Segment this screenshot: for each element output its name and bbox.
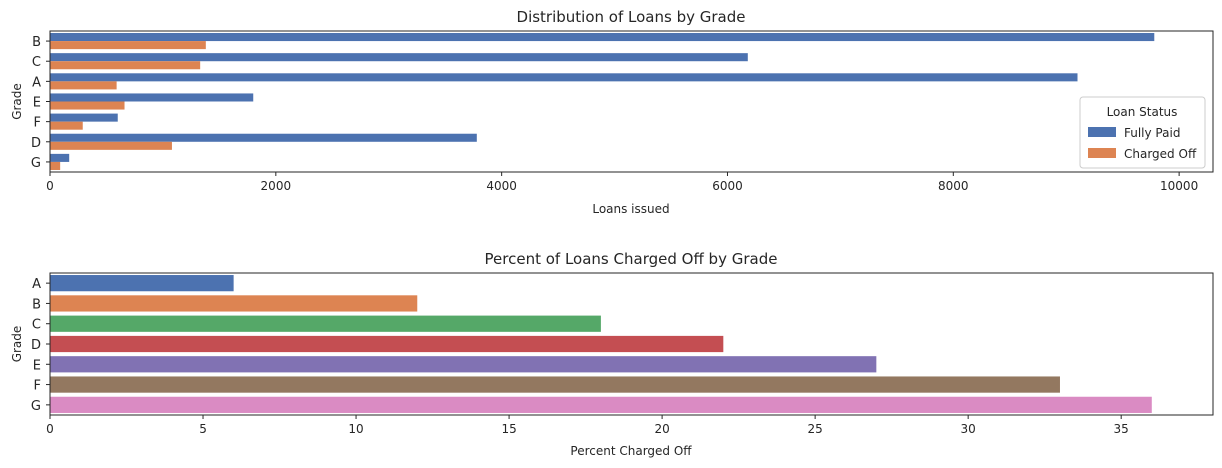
legend: Loan Status Fully Paid Charged Off bbox=[1079, 96, 1206, 169]
x-axis-label: Loans issued bbox=[592, 202, 669, 216]
y-tick-label: D bbox=[31, 338, 41, 353]
y-tick-label: G bbox=[31, 156, 41, 171]
bar-grade-a bbox=[50, 275, 234, 292]
x-tick-label: 15 bbox=[501, 422, 516, 436]
x-tick-label: 10 bbox=[348, 422, 363, 436]
bar-grade-c bbox=[50, 315, 601, 332]
legend-label-fully-paid: Fully Paid bbox=[1124, 126, 1180, 140]
x-tick-label: 0 bbox=[46, 179, 54, 193]
y-tick-label: C bbox=[32, 55, 41, 70]
x-axis-label: Percent Charged Off bbox=[570, 444, 692, 458]
x-tick-label: 4000 bbox=[486, 179, 517, 193]
x-tick-label: 30 bbox=[961, 422, 976, 436]
chart-title: Distribution of Loans by Grade bbox=[517, 8, 746, 26]
bar-grade-g bbox=[50, 396, 1152, 413]
plot-frame bbox=[49, 30, 1214, 173]
bar-fully-paid-f bbox=[50, 113, 118, 122]
y-tick-label: E bbox=[33, 358, 41, 373]
bar-grade-b bbox=[50, 295, 418, 312]
percent-charged-off-chart: Percent of Loans Charged Off by Grade AB… bbox=[10, 250, 1214, 458]
legend-swatch-fully-paid bbox=[1088, 127, 1116, 137]
bar-fully-paid-e bbox=[50, 93, 254, 102]
x-tick-label: 20 bbox=[654, 422, 669, 436]
y-tick-label: B bbox=[32, 297, 41, 312]
y-tick-label: C bbox=[32, 318, 41, 333]
bar-grade-f bbox=[50, 376, 1060, 393]
x-tick-label: 2000 bbox=[261, 179, 292, 193]
bar-fully-paid-g bbox=[50, 153, 70, 162]
bar-grade-d bbox=[50, 335, 724, 353]
x-tick-label: 0 bbox=[46, 422, 54, 436]
bar-fully-paid-d bbox=[50, 133, 477, 142]
chart-title: Percent of Loans Charged Off by Grade bbox=[485, 250, 778, 268]
bar-charged-off-g bbox=[50, 161, 61, 170]
bar-grade-e bbox=[50, 356, 877, 373]
legend-swatch-charged-off bbox=[1088, 148, 1116, 158]
y-tick-label: F bbox=[34, 116, 41, 131]
x-tick-label: 6000 bbox=[712, 179, 743, 193]
legend-title: Loan Status bbox=[1107, 105, 1178, 119]
bar-charged-off-e bbox=[50, 101, 125, 110]
y-tick-label: F bbox=[34, 379, 41, 394]
x-tick-label: 5 bbox=[199, 422, 207, 436]
bar-fully-paid-b bbox=[50, 33, 1155, 42]
y-tick-label: A bbox=[32, 277, 41, 292]
bar-fully-paid-c bbox=[50, 53, 748, 62]
bar-fully-paid-a bbox=[50, 73, 1078, 82]
y-tick-label: G bbox=[31, 399, 41, 414]
x-tick-label: 25 bbox=[807, 422, 822, 436]
bar-charged-off-d bbox=[50, 141, 172, 150]
bar-charged-off-a bbox=[50, 81, 117, 90]
plot-frame bbox=[49, 272, 1214, 416]
bar-charged-off-c bbox=[50, 61, 201, 70]
bar-charged-off-f bbox=[50, 121, 83, 130]
y-tick-label: B bbox=[32, 35, 41, 50]
x-tick-label: 10000 bbox=[1160, 179, 1198, 193]
y-tick-label: D bbox=[31, 136, 41, 151]
bar-charged-off-b bbox=[50, 41, 206, 50]
y-tick-label: E bbox=[33, 96, 41, 111]
y-tick-label: A bbox=[32, 75, 41, 90]
y-axis-label: Grade bbox=[10, 326, 24, 363]
x-tick-label: 35 bbox=[1114, 422, 1129, 436]
y-axis-label: Grade bbox=[10, 83, 24, 120]
x-tick-label: 8000 bbox=[938, 179, 969, 193]
legend-label-charged-off: Charged Off bbox=[1124, 147, 1197, 161]
